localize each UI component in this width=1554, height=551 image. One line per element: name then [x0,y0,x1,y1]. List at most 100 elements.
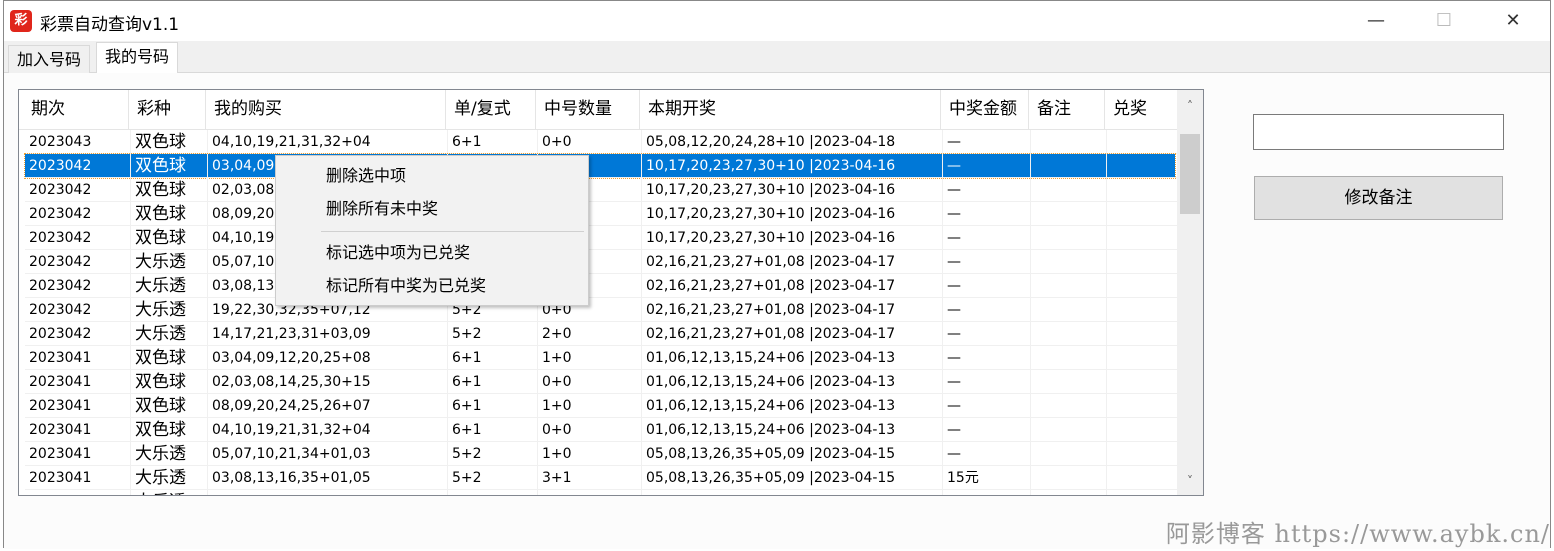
cell-my-purchase: 08,09,20,24,25,26+07 [208,394,448,418]
cell-period [25,490,131,495]
column-header-match-count[interactable]: 中号数量 [536,90,640,130]
cell-period: 2023041 [25,394,131,418]
column-header-remark[interactable]: 备注 [1029,90,1105,130]
cell-period: 2023042 [25,178,131,202]
app-window: 彩 彩票自动查询v1.1 — ☐ ✕ 加入号码 我的号码 期次 彩种 我的购买 单/复… [3,0,1551,549]
cell-prize-amount: — [943,370,1031,394]
tab-bar: 加入号码 我的号码 [4,41,1550,74]
table-row[interactable]: 大乐透 [25,490,1182,495]
column-header-period[interactable]: 期次 [23,90,129,130]
cell-redeemed [1107,274,1182,298]
cell-remark [1031,322,1107,346]
table-row[interactable]: 2023042 大乐透 05,07,10 02,16,21,23,27+01,08 |… [25,250,1182,274]
table-row[interactable]: 2023043 双色球 04,10,19,21,31,32+04 6+1 0+0 05,0… [25,130,1182,154]
table-row[interactable]: 2023041 双色球 02,03,08,14,25,30+15 6+1 0+0 01,0… [25,370,1182,394]
cell-period: 2023042 [25,298,131,322]
cell-match-count [538,178,642,202]
cell-remark [1031,394,1107,418]
cell-remark [1031,442,1107,466]
cell-period: 2023042 [25,274,131,298]
cell-period: 2023042 [25,202,131,226]
cell-redeemed [1107,418,1182,442]
cell-redeemed [1107,202,1182,226]
cell-prize-amount: — [943,226,1031,250]
numbers-list[interactable]: 期次 彩种 我的购买 单/复式 中号数量 本期开奖 中奖金额 备注 兑奖 2023043 双色球 0… [18,89,1204,496]
table-row[interactable]: 2023042 大乐透 14,17,21,23,31+03,09 5+2 2+0 02,1… [25,322,1182,346]
cell-remark [1031,418,1107,442]
cell-match-count [538,154,642,178]
cell-bet-type: 5+2 [448,322,538,346]
cell-my-purchase: 19,22,30,32,35+07,12 [208,298,448,322]
cell-prize-amount: — [943,418,1031,442]
table-row[interactable]: 2023042 双色球 04,10,19 10,17,20,23,27,30+10 |… [25,226,1182,250]
cell-lottery-type: 双色球 [131,394,208,418]
cell-bet-type: 6+1 [448,370,538,394]
cell-prize-amount: — [943,394,1031,418]
cell-period: 2023042 [25,154,131,178]
edit-remark-button[interactable]: 修改备注 [1254,176,1503,220]
minimize-button[interactable]: — [1367,10,1385,31]
cell-prize-amount: — [943,298,1031,322]
remark-input[interactable] [1253,114,1504,150]
cell-lottery-type: 双色球 [131,154,208,178]
cell-my-purchase: 14,17,21,23,31+03,09 [208,322,448,346]
cell-period: 2023041 [25,370,131,394]
cell-remark [1031,370,1107,394]
table-row[interactable]: 2023041 大乐透 05,07,10,21,34+01,03 5+2 1+0 05,0… [25,442,1182,466]
cell-redeemed [1107,226,1182,250]
cell-match-count: 2+0 [538,322,642,346]
cell-prize-amount: — [943,274,1031,298]
column-header-draw-result[interactable]: 本期开奖 [640,90,941,130]
scroll-down-icon[interactable]: ˅ [1187,474,1193,488]
cell-match-count [538,202,642,226]
cell-period: 2023041 [25,466,131,490]
vertical-scrollbar[interactable]: ˄ ˅ [1177,90,1203,495]
cell-prize-amount [943,490,1031,495]
table-row[interactable]: 2023042 大乐透 19,22,30,32,35+07,12 5+2 0+0 02,1… [25,298,1182,322]
cell-period: 2023042 [25,250,131,274]
maximize-button[interactable]: ☐ [1435,10,1453,31]
cell-redeemed [1107,154,1182,178]
tab-my-numbers[interactable]: 我的号码 [96,42,179,74]
cell-draw-result: 01,06,12,13,15,24+06 |2023-04-13 [642,370,943,394]
cell-bet-type: 6+1 [448,346,538,370]
scroll-thumb[interactable] [1180,134,1200,214]
cell-my-purchase: 04,10,19,21,31,32+04 [208,130,448,154]
cell-draw-result: 01,06,12,13,15,24+06 |2023-04-13 [642,418,943,442]
cell-redeemed [1107,442,1182,466]
menu-delete-selected[interactable]: 删除选中项 [326,166,407,185]
cell-match-count: 0+0 [538,370,642,394]
table-row[interactable]: 2023041 双色球 04,10,19,21,31,32+04 6+1 0+0 01,0… [25,418,1182,442]
column-header-my-purchase[interactable]: 我的购买 [206,90,446,130]
cell-match-count: 1+0 [538,394,642,418]
cell-match-count [538,250,642,274]
cell-draw-result: 02,16,21,23,27+01,08 |2023-04-17 [642,250,943,274]
column-header-redeemed[interactable]: 兑奖 [1105,90,1180,130]
cell-lottery-type: 大乐透 [131,322,208,346]
table-row[interactable]: 2023042 双色球 08,09,20 10,17,20,23,27,30+10 |… [25,202,1182,226]
cell-prize-amount: — [943,346,1031,370]
cell-match-count [538,490,642,495]
scroll-up-icon[interactable]: ˄ [1187,99,1193,113]
cell-remark [1031,490,1107,495]
close-button[interactable]: ✕ [1505,10,1521,31]
cell-match-count: 0+0 [538,130,642,154]
table-row[interactable]: 2023041 双色球 03,04,09,12,20,25+08 6+1 1+0 01,0… [25,346,1182,370]
table-row[interactable]: 2023042 双色球 02,03,08 10,17,20,23,27,30+10 |… [25,178,1182,202]
menu-mark-selected-redeemed[interactable]: 标记选中项为已兑奖 [326,243,471,262]
cell-prize-amount: — [943,442,1031,466]
table-row[interactable]: 2023042 双色球 03,04,09 10,17,20,23,27,30+10 |… [24,153,1182,179]
list-header: 期次 彩种 我的购买 单/复式 中号数量 本期开奖 中奖金额 备注 兑奖 [19,90,1180,130]
context-menu: 删除选中项 删除所有未中奖 标记选中项为已兑奖 标记所有中奖为已兑奖 [275,155,589,306]
cell-remark [1031,274,1107,298]
table-row[interactable]: 2023041 大乐透 03,08,13,16,35+01,05 5+2 3+1 05,0… [25,466,1182,490]
tab-add-numbers[interactable]: 加入号码 [8,45,91,73]
table-row[interactable]: 2023042 大乐透 03,08,13 02,16,21,23,27+01,08 |… [25,274,1182,298]
column-header-lottery-type[interactable]: 彩种 [129,90,206,130]
column-header-prize-amount[interactable]: 中奖金额 [941,90,1029,130]
table-row[interactable]: 2023041 双色球 08,09,20,24,25,26+07 6+1 1+0 01,0… [25,394,1182,418]
menu-mark-all-won-redeemed[interactable]: 标记所有中奖为已兑奖 [326,276,487,295]
column-header-bet-type[interactable]: 单/复式 [446,90,536,130]
cell-draw-result: 02,16,21,23,27+01,08 |2023-04-17 [642,298,943,322]
menu-delete-all-unwon[interactable]: 删除所有未中奖 [326,199,439,218]
